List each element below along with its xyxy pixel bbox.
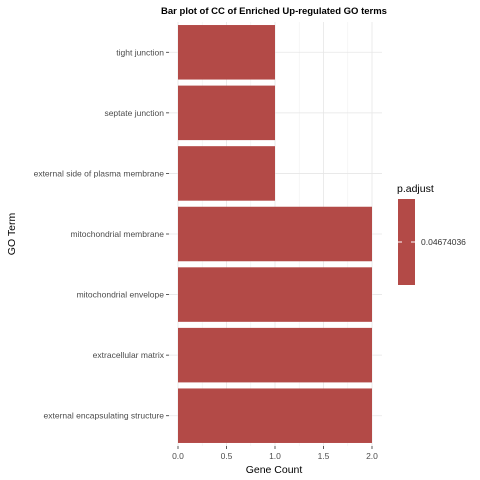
y-tick-labels: tight junction septate junction external s… — [34, 47, 169, 420]
y-tick-label: mitochondrial membrane — [70, 229, 164, 239]
legend-title: p.adjust — [397, 183, 434, 195]
x-tick-labels: 0.0 0.5 1.0 1.5 2.0 — [172, 446, 378, 461]
bar — [178, 25, 275, 80]
bar — [178, 207, 372, 262]
y-tick-label: tight junction — [116, 47, 164, 57]
legend-label: 0.04674036 — [421, 237, 466, 247]
x-tick-label: 1.5 — [318, 451, 330, 461]
y-tick-label: septate junction — [104, 108, 164, 118]
bar — [178, 267, 372, 322]
y-tick-label: external side of plasma membrane — [34, 168, 165, 178]
bar-series — [178, 25, 372, 443]
bar — [178, 86, 275, 141]
chart-title: Bar plot of CC of Enriched Up-regulated … — [161, 6, 387, 17]
x-axis-label: Gene Count — [246, 464, 303, 476]
y-tick-label: mitochondrial envelope — [77, 290, 165, 300]
legend: p.adjust 0.04674036 — [397, 183, 466, 285]
x-tick-label: 0.5 — [221, 451, 233, 461]
y-tick-label: extracellular matrix — [93, 350, 165, 360]
y-tick-label: external encapsulating structure — [44, 411, 165, 421]
y-axis-label: GO Term — [6, 213, 18, 256]
bar — [178, 146, 275, 201]
x-tick-label: 1.0 — [269, 451, 281, 461]
x-tick-label: 0.0 — [172, 451, 184, 461]
x-tick-label: 2.0 — [366, 451, 378, 461]
bar — [178, 388, 372, 443]
bar — [178, 328, 372, 383]
